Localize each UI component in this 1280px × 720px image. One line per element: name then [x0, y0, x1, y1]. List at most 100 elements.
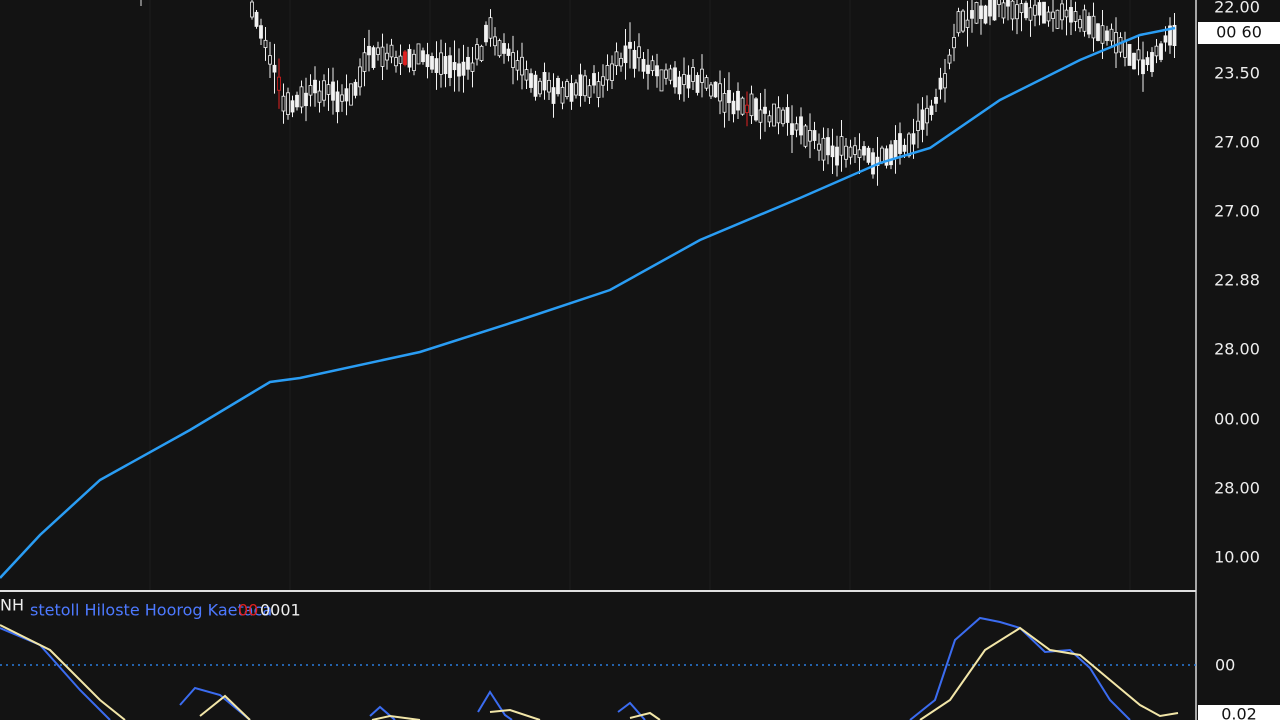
indicator-name: stetoll Hiloste Hoorog Kaetaca: [30, 601, 272, 620]
candle-body: [826, 137, 830, 156]
candle-body: [349, 83, 353, 106]
candle-body: [371, 47, 376, 68]
candle-body: [308, 85, 313, 96]
candle-body: [718, 83, 722, 102]
candle-body: [632, 49, 637, 69]
candle-body: [425, 54, 430, 68]
candle-body: [628, 41, 632, 49]
candle-body: [866, 147, 871, 163]
oscillator-zero-label: 00: [1215, 656, 1235, 675]
candle-body: [295, 94, 299, 108]
candle-body: [992, 0, 997, 21]
candle-body: [326, 84, 331, 95]
candle-body: [965, 19, 970, 28]
candle-body: [475, 44, 479, 60]
candle-body: [1150, 52, 1154, 73]
candle-body: [871, 152, 875, 175]
candle-body: [736, 90, 740, 111]
candle-body: [1060, 3, 1064, 21]
candle-body: [947, 54, 952, 64]
candle-body: [1123, 40, 1127, 58]
candle-body: [907, 133, 911, 157]
candle-body: [974, 2, 979, 24]
candle-body: [722, 93, 727, 113]
candles: [140, 0, 1177, 186]
price-label: 22.88: [1214, 271, 1260, 290]
candle-body: [844, 145, 848, 160]
candle-body: [439, 52, 443, 75]
candle-body: [713, 81, 718, 98]
oscillator-fast: [0, 616, 1131, 720]
candle-body: [389, 44, 394, 58]
price-label: 28.00: [1214, 479, 1260, 498]
candle-body: [812, 130, 817, 141]
candle-body: [299, 86, 304, 108]
candle-body: [1163, 35, 1168, 43]
candle-body: [488, 17, 493, 39]
candle-body: [376, 47, 380, 55]
candle-body: [920, 109, 925, 130]
candle-body: [565, 81, 569, 98]
candle-body: [641, 58, 646, 72]
candle-body: [839, 136, 844, 156]
candle-body: [1172, 24, 1177, 47]
candle-body: [1091, 15, 1096, 39]
indicator-short-name: NH: [0, 596, 24, 615]
candle-body: [587, 85, 592, 98]
candle-body: [529, 73, 533, 88]
candle-body: [749, 93, 754, 117]
candle-body: [817, 143, 821, 151]
candle-body: [430, 56, 434, 70]
candle-body: [970, 10, 974, 19]
candle-body: [691, 67, 695, 82]
candle-body: [416, 43, 421, 65]
indicator-param: 0001: [260, 601, 301, 620]
candle-body: [574, 82, 578, 96]
candle-body: [263, 39, 268, 48]
oscillator-slow: [0, 624, 1179, 720]
candle-body: [1064, 9, 1069, 18]
candle-body: [821, 137, 826, 161]
candle-body: [925, 107, 929, 124]
candle-body: [952, 37, 956, 49]
candle-body: [677, 76, 682, 95]
candle-body: [290, 100, 295, 113]
candle-body: [763, 106, 767, 114]
candle-body: [583, 75, 587, 97]
last-price: 00 60: [1216, 23, 1262, 42]
candle-body: [268, 55, 272, 65]
candle-body: [767, 115, 772, 123]
candle-body: [313, 79, 317, 94]
candle-body: [695, 74, 700, 93]
candle-body: [776, 107, 781, 124]
candle-body: [1069, 7, 1073, 23]
candle-body: [943, 73, 947, 89]
candle-body: [1109, 28, 1114, 42]
candle-body: [754, 98, 758, 121]
candle-body: [1051, 11, 1055, 19]
candle-body: [911, 133, 916, 145]
candle-body: [281, 95, 286, 112]
candle-body: [470, 62, 475, 72]
candle-body: [362, 52, 367, 72]
candle-body: [407, 48, 412, 68]
candle-body: [610, 63, 614, 81]
candle-body: [1168, 25, 1172, 46]
oscillator-value: 0.02: [1221, 705, 1257, 720]
candle-body: [988, 0, 992, 17]
candle-body: [1127, 44, 1132, 66]
candle-body: [250, 1, 254, 18]
candle-body: [340, 94, 344, 102]
candle-body: [272, 64, 277, 73]
candle-body: [857, 149, 862, 158]
candle-body: [511, 52, 515, 68]
candle-body: [938, 77, 943, 90]
candle-body: [1010, 0, 1015, 20]
candle-body: [808, 130, 812, 142]
candle-body: [686, 74, 691, 89]
candle-body: [934, 96, 938, 104]
candle-body: [916, 120, 920, 131]
moving-average: [0, 26, 1176, 579]
candle-body: [461, 61, 466, 76]
